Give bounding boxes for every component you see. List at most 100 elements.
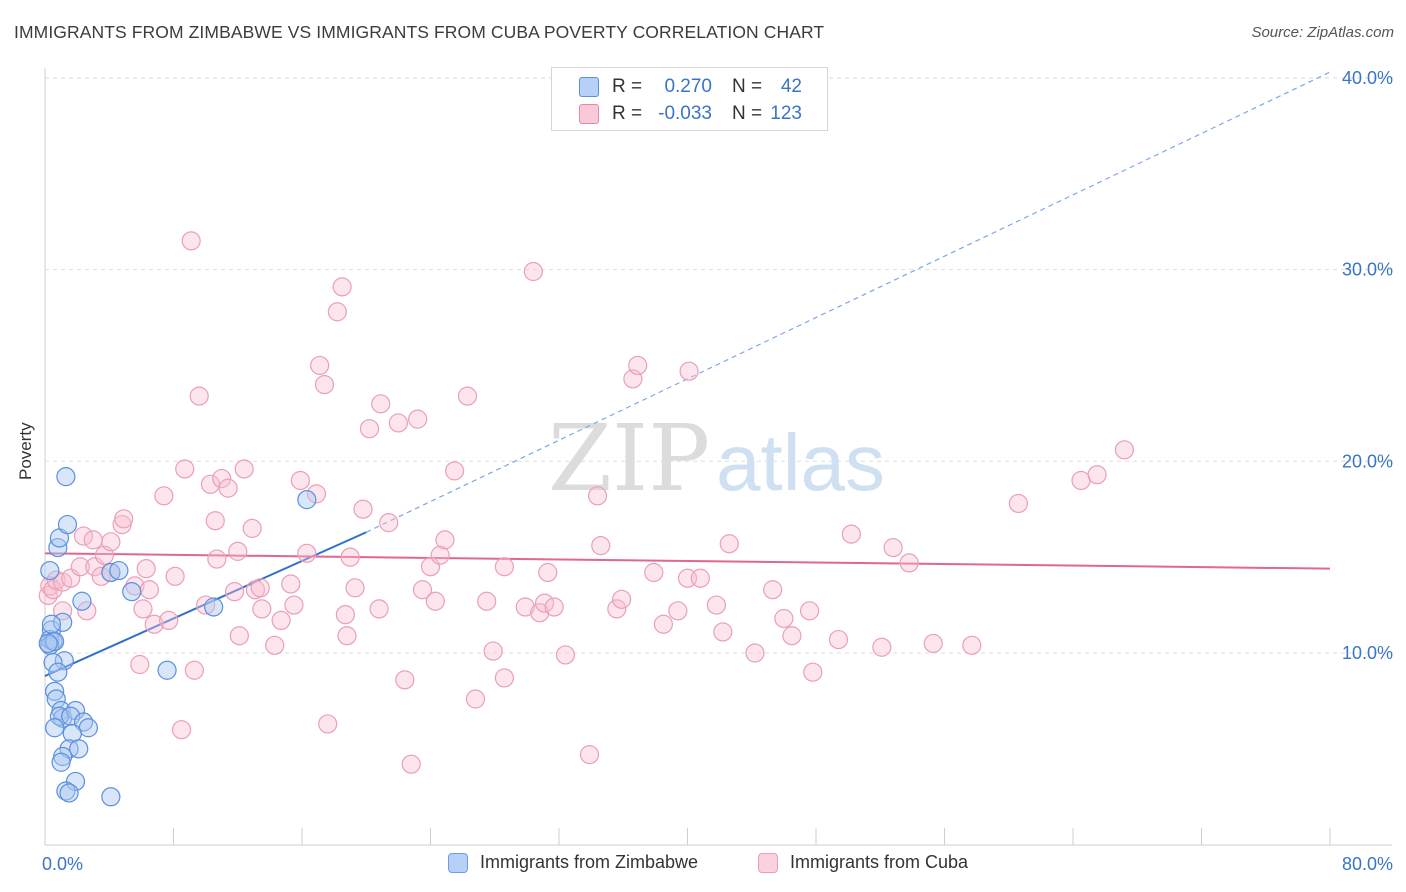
point-zimbabwe	[48, 537, 68, 558]
y-tick-label: 20.0%	[1342, 451, 1393, 471]
point-cuba	[252, 599, 272, 619]
point-zimbabwe	[38, 633, 58, 654]
chart-title: IMMIGRANTS FROM ZIMBABWE VS IMMIGRANTS F…	[14, 22, 825, 42]
legend-item-zimbabwe[interactable]: Immigrants from Zimbabwe	[448, 852, 698, 873]
watermark: ZIP atlas	[548, 405, 885, 512]
legend-label-zimbabwe: Immigrants from Zimbabwe	[480, 852, 699, 872]
r-value-cuba: -0.033	[658, 103, 712, 124]
point-cuba	[1008, 493, 1028, 514]
point-cuba	[265, 635, 285, 655]
point-cuba	[719, 534, 739, 554]
point-cuba	[745, 643, 765, 663]
point-cuba	[763, 580, 783, 600]
point-cuba	[538, 562, 558, 583]
point-cuba	[607, 599, 627, 619]
point-cuba	[165, 566, 185, 586]
point-cuba	[412, 580, 433, 600]
point-cuba	[430, 545, 450, 565]
point-cuba	[335, 605, 355, 625]
point-zimbabwe	[51, 752, 71, 772]
point-cuba	[91, 566, 111, 586]
watermark-atlas: atlas	[716, 418, 885, 507]
point-cuba	[530, 603, 550, 623]
point-cuba	[612, 589, 632, 609]
y-tick-labels: 10.0% 20.0% 30.0% 40.0%	[1342, 68, 1393, 663]
point-cuba	[345, 578, 365, 598]
point-cuba	[205, 511, 225, 531]
trend-line-zimbabwe-extension	[365, 71, 1331, 533]
point-cuba	[297, 543, 317, 563]
point-cuba	[706, 595, 727, 615]
point-cuba	[465, 689, 486, 709]
point-cuba	[212, 468, 232, 489]
point-zimbabwe	[69, 739, 89, 759]
point-cuba	[1087, 465, 1107, 485]
point-cuba	[359, 419, 380, 439]
point-cuba	[53, 601, 73, 621]
legend-swatch-cuba	[758, 852, 778, 873]
point-zimbabwe	[59, 783, 79, 803]
point-cuba	[782, 626, 802, 646]
point-cuba	[668, 601, 688, 621]
point-zimbabwe	[78, 718, 98, 738]
trend-line-cuba	[44, 552, 1331, 570]
point-cuba	[125, 576, 145, 596]
stats-row-cuba: R = -0.033 N = 123	[552, 101, 827, 127]
point-cuba	[371, 394, 391, 414]
point-cuba	[483, 641, 503, 661]
point-cuba	[224, 582, 245, 602]
point-zimbabwe	[122, 582, 142, 602]
axes	[44, 68, 1392, 846]
point-cuba	[154, 486, 174, 506]
y-tick-label: 30.0%	[1342, 260, 1393, 280]
point-cuba	[544, 597, 564, 617]
point-zimbabwe	[109, 560, 129, 581]
point-cuba	[114, 509, 134, 529]
cuba-swatch	[579, 104, 599, 124]
point-cuba	[73, 526, 94, 546]
x-tick-labels: 0.0% 80.0%	[42, 854, 1393, 874]
point-cuba	[290, 470, 310, 491]
n-value-zimbabwe: 42	[780, 76, 802, 97]
r-label: R =	[612, 76, 643, 97]
point-cuba	[803, 662, 823, 682]
point-cuba	[1071, 470, 1091, 491]
point-cuba	[690, 568, 710, 588]
point-cuba	[828, 629, 849, 650]
point-cuba	[83, 530, 103, 550]
point-cuba	[587, 486, 608, 506]
data-points	[38, 231, 1135, 807]
legend-label-cuba: Immigrants from Cuba	[790, 852, 969, 872]
point-cuba	[1114, 440, 1135, 460]
point-cuba	[171, 720, 192, 740]
legend-swatch-zimbabwe	[448, 852, 468, 873]
point-cuba	[408, 409, 428, 429]
zimbabwe-swatch	[579, 77, 599, 97]
point-cuba	[189, 386, 209, 406]
point-cuba	[159, 610, 179, 631]
legend-item-cuba[interactable]: Immigrants from Cuba	[758, 852, 968, 873]
stats-legend: R = 0.270 N = 42 R = -0.033 N = 123	[551, 67, 828, 131]
point-cuba	[923, 633, 943, 654]
n-label: N =	[732, 103, 763, 124]
point-zimbabwe	[101, 787, 121, 807]
point-cuba	[340, 547, 360, 567]
point-zimbabwe	[56, 467, 76, 487]
point-cuba	[184, 660, 204, 680]
point-zimbabwe	[41, 614, 62, 634]
point-zimbabwe	[56, 781, 76, 801]
point-cuba	[332, 277, 352, 297]
x-tick-label-min: 0.0%	[42, 854, 83, 874]
point-cuba	[175, 459, 195, 479]
point-cuba	[310, 355, 330, 376]
point-cuba	[306, 484, 327, 504]
point-zimbabwe	[72, 591, 92, 611]
point-zimbabwe	[45, 681, 65, 701]
point-cuba	[136, 559, 156, 579]
y-tick-label: 40.0%	[1342, 68, 1393, 88]
point-cuba	[653, 614, 674, 634]
point-cuba	[337, 626, 357, 646]
point-cuba	[139, 580, 160, 600]
point-cuba	[353, 499, 373, 519]
